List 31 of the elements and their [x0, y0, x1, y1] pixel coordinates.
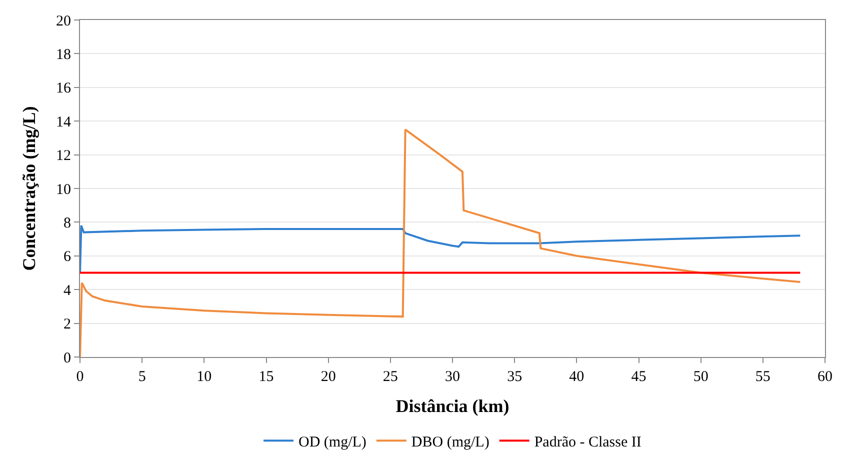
y-tick-label: 6: [64, 249, 72, 266]
x-tick-label: 40: [569, 369, 584, 385]
x-tick-label: 15: [258, 369, 274, 385]
y-tick-label: 14: [56, 114, 72, 130]
y-axis-title: Concentração (mg/L): [19, 106, 40, 271]
legend-label: DBO (mg/L): [411, 434, 490, 450]
x-tick-label: 30: [445, 369, 460, 385]
y-tick-label: 0: [64, 350, 71, 366]
y-tick-label: 16: [56, 80, 72, 97]
line-series: [80, 128, 802, 357]
x-tick-label: 55: [755, 369, 770, 385]
y-tick-label: 10: [56, 182, 71, 198]
x-tick-label: 60: [818, 369, 832, 385]
y-tick-label: 20: [56, 13, 71, 30]
y-tick-label: 4: [64, 282, 72, 299]
y-tick-label: 8: [64, 215, 71, 232]
x-tick-label: 20: [320, 369, 336, 385]
legend-label: Padrão - Classe II: [534, 434, 642, 450]
x-tick-label: 10: [196, 369, 212, 385]
line-series: [80, 224, 802, 274]
x-tick-label: 35: [507, 369, 522, 385]
y-tick-label: 12: [56, 148, 71, 164]
y-tick-label: 2: [64, 316, 71, 333]
y-tick-label: 18: [56, 46, 71, 63]
x-tick-label: 0: [76, 369, 84, 385]
x-axis-title: Distância (km): [396, 396, 510, 416]
x-tick-label: 25: [382, 369, 398, 385]
x-tick-label: 45: [631, 369, 646, 385]
legend-label: OD (mg/L): [298, 434, 366, 450]
x-tick-label: 5: [138, 369, 146, 385]
x-tick-label: 50: [693, 369, 708, 385]
